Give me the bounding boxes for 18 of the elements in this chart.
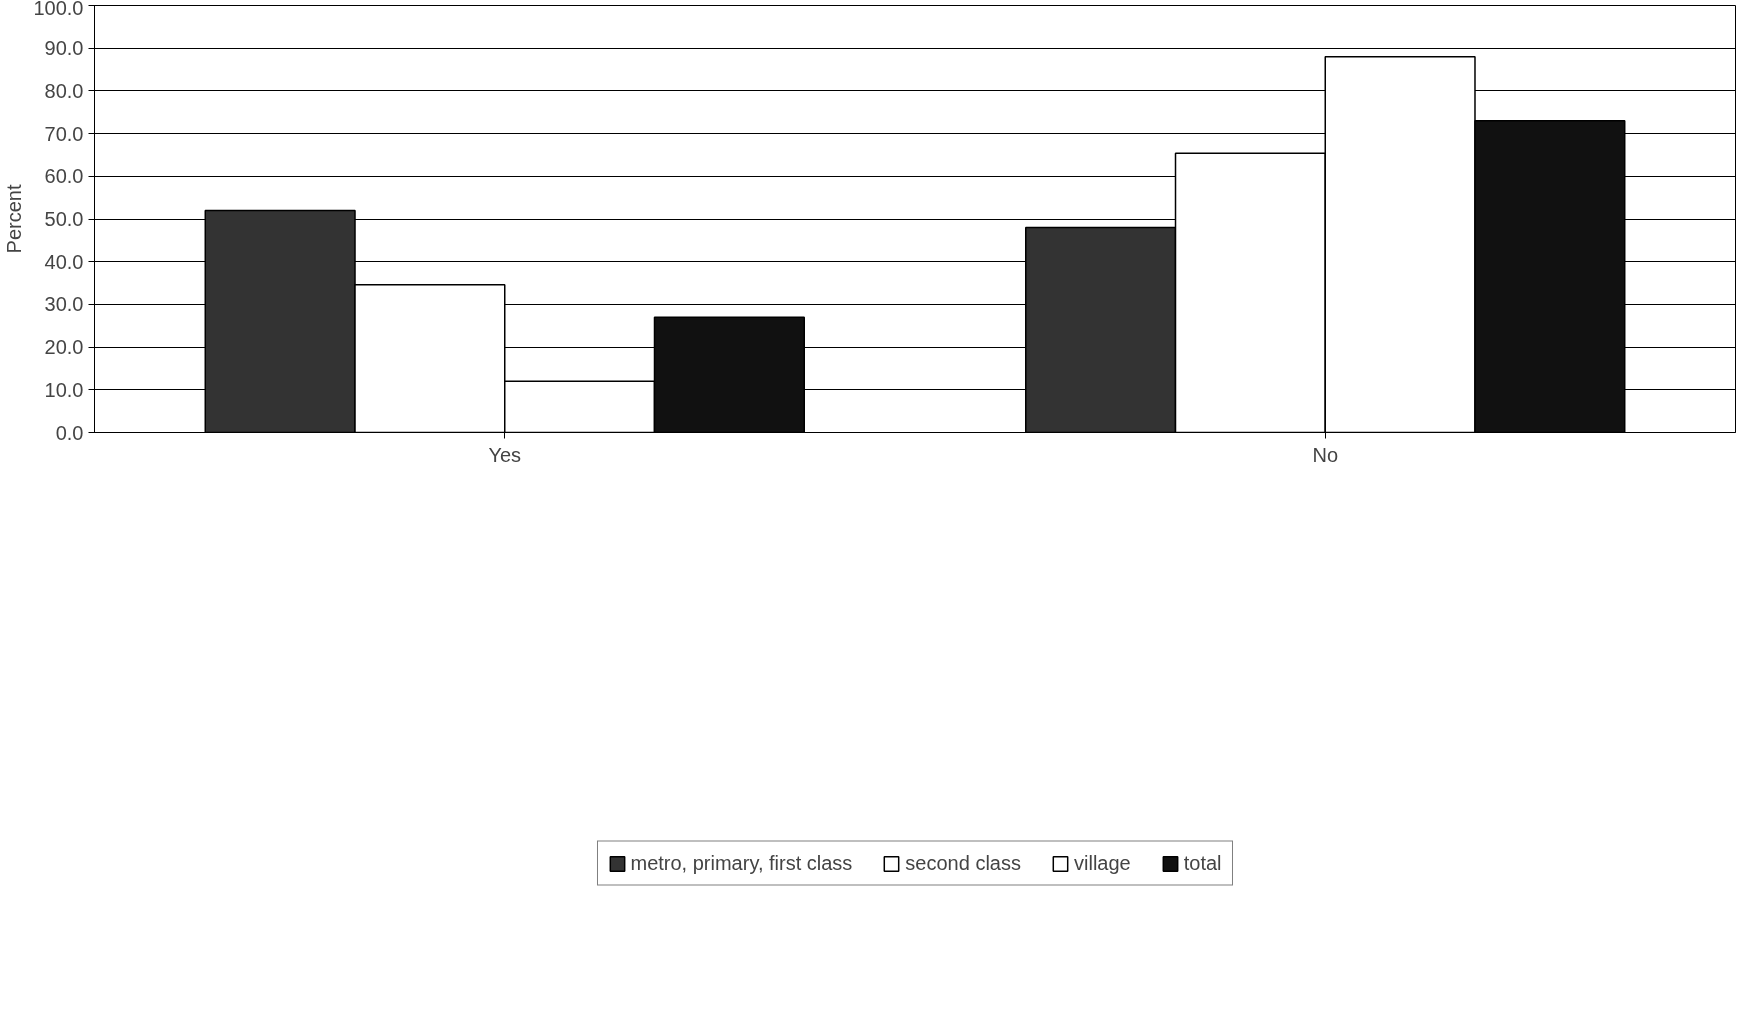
x-tick-label: Yes xyxy=(488,443,522,466)
y-tick-label: 80.0 xyxy=(44,79,84,102)
y-tick-label: 10.0 xyxy=(44,378,84,401)
y-tick-label: 90.0 xyxy=(44,37,84,60)
y-tick-label: 0.0 xyxy=(55,421,84,444)
y-tick-label: 20.0 xyxy=(44,336,84,359)
legend-label: village xyxy=(1073,851,1131,875)
y-tick-label: 40.0 xyxy=(44,250,84,273)
y-tick-label: 100.0 xyxy=(33,0,84,19)
y-tick-label: 60.0 xyxy=(44,165,84,188)
x-tick-label: No xyxy=(1312,443,1339,466)
y-tick-label: 50.0 xyxy=(44,208,84,230)
y-tick-label: 70.0 xyxy=(44,122,84,145)
legend-label: total xyxy=(1183,851,1222,875)
legend-label: second class xyxy=(905,851,1021,875)
y-tick-label: 30.0 xyxy=(44,293,84,316)
legend-label: metro, primary, first class xyxy=(630,851,853,875)
y-axis-title: Percent xyxy=(3,184,26,254)
